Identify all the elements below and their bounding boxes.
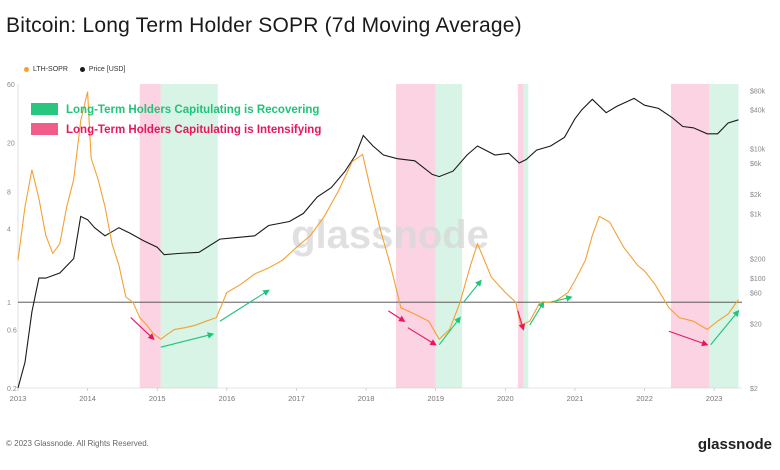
legend-item-price[interactable]: Price [USD] [79, 66, 126, 73]
annotation-box: Long-Term Holders Capitulating is Recove… [31, 103, 321, 136]
trend-arrow-intensifying-0 [130, 317, 155, 341]
x-tick-label: 2020 [497, 394, 514, 403]
y-right-tick-label: $20 [750, 321, 762, 328]
trend-arrow-intensifying-10 [668, 330, 709, 347]
y-right-tick-label: $200 [750, 257, 766, 264]
trend-arrow-recovering-9 [550, 295, 573, 303]
series-line-lth-sopr [17, 91, 739, 341]
trend-arrows [130, 279, 740, 348]
trend-arrow-recovering-11 [710, 309, 740, 346]
x-tick-label: 2019 [427, 394, 444, 403]
trend-arrow-recovering-1 [160, 332, 215, 348]
annotation-swatch-recovering [31, 103, 58, 115]
legend-swatch-price [79, 67, 85, 72]
x-tick-label: 2015 [149, 394, 166, 403]
y-left-tick-label: 60 [7, 82, 15, 89]
series-line-price [17, 97, 739, 389]
x-tick-label: 2016 [219, 394, 236, 403]
annotation-label-recovering: Long-Term Holders Capitulating is Recove… [66, 104, 319, 116]
shaded-region-intensifying-4 [517, 84, 524, 388]
x-tick-label: 2021 [567, 394, 584, 403]
trend-arrow-recovering-6 [463, 279, 482, 303]
y-right-tick-label: $100 [750, 276, 766, 283]
x-tick-label: 2018 [358, 394, 375, 403]
y-left-tick-label: 1 [7, 300, 11, 307]
y-left-tick-label: 0.2 [7, 386, 17, 393]
shaded-regions [139, 84, 739, 388]
legend-swatch-lth-sopr [24, 67, 29, 72]
y-left-tick-label: 20 [7, 141, 15, 148]
y-left-tick-label: 0.6 [7, 327, 17, 334]
x-tick-label: 2014 [79, 394, 96, 403]
legend-item-lth-sopr[interactable]: LTH-SOPR [24, 66, 68, 73]
trend-arrow-recovering-8 [529, 301, 545, 326]
legend-label-lth-sopr: LTH-SOPR [33, 66, 68, 73]
x-tick-label: 2023 [706, 394, 723, 403]
shaded-region-intensifying-2 [396, 84, 436, 388]
y-right-tick-label: $1k [750, 211, 762, 218]
y-right-tick-label: $2 [750, 386, 758, 393]
trend-arrow-recovering-2 [219, 289, 270, 322]
y-right-tick-label: $60 [750, 290, 762, 297]
trend-arrow-intensifying-7 [517, 310, 526, 331]
y-left-tick-label: 4 [7, 226, 11, 233]
annotation-label-intensifying: Long-Term Holders Capitulating is Intens… [66, 124, 321, 136]
shaded-region-recovering-5 [523, 84, 529, 388]
watermark: glassnode [291, 213, 489, 257]
y-axis-right: $80k $40k $10k $6k $2k $1k $200 $100 $60 $20 $2 [750, 88, 766, 393]
trend-arrow-intensifying-3 [388, 310, 406, 322]
shaded-region-intensifying-6 [670, 84, 710, 388]
chart-legend: LTH-SOPR Price [USD] [24, 66, 125, 73]
chart-title: Bitcoin: Long Term Holder SOPR (7d Movin… [6, 14, 522, 37]
x-tick-label: 2013 [10, 394, 27, 403]
copyright-footer: © 2023 Glassnode. All Rights Reserved. [6, 439, 149, 448]
y-axis-left: 60 20 8 4 1 0.6 0.2 [7, 82, 17, 393]
legend-label-price: Price [USD] [88, 66, 126, 73]
annotation-swatch-intensifying [31, 123, 58, 135]
y-right-tick-label: $10k [750, 147, 766, 154]
x-tick-label: 2017 [288, 394, 305, 403]
trend-arrow-intensifying-4 [407, 327, 437, 346]
shaded-region-recovering-7 [709, 84, 739, 388]
x-tick-label: 2022 [636, 394, 653, 403]
trend-arrow-recovering-5 [438, 316, 461, 346]
y-left-tick-label: 8 [7, 189, 11, 196]
shaded-region-intensifying-0 [139, 84, 161, 388]
y-right-tick-label: $6k [750, 161, 762, 168]
y-right-tick-label: $2k [750, 192, 762, 199]
brand-logo: glassnode [697, 436, 772, 453]
x-axis: 2013 2014 2015 2016 2017 2018 2019 2020 2021 2022… [10, 388, 723, 403]
shaded-region-recovering-3 [435, 84, 463, 388]
y-right-tick-label: $40k [750, 108, 766, 115]
y-right-tick-label: $80k [750, 88, 766, 95]
